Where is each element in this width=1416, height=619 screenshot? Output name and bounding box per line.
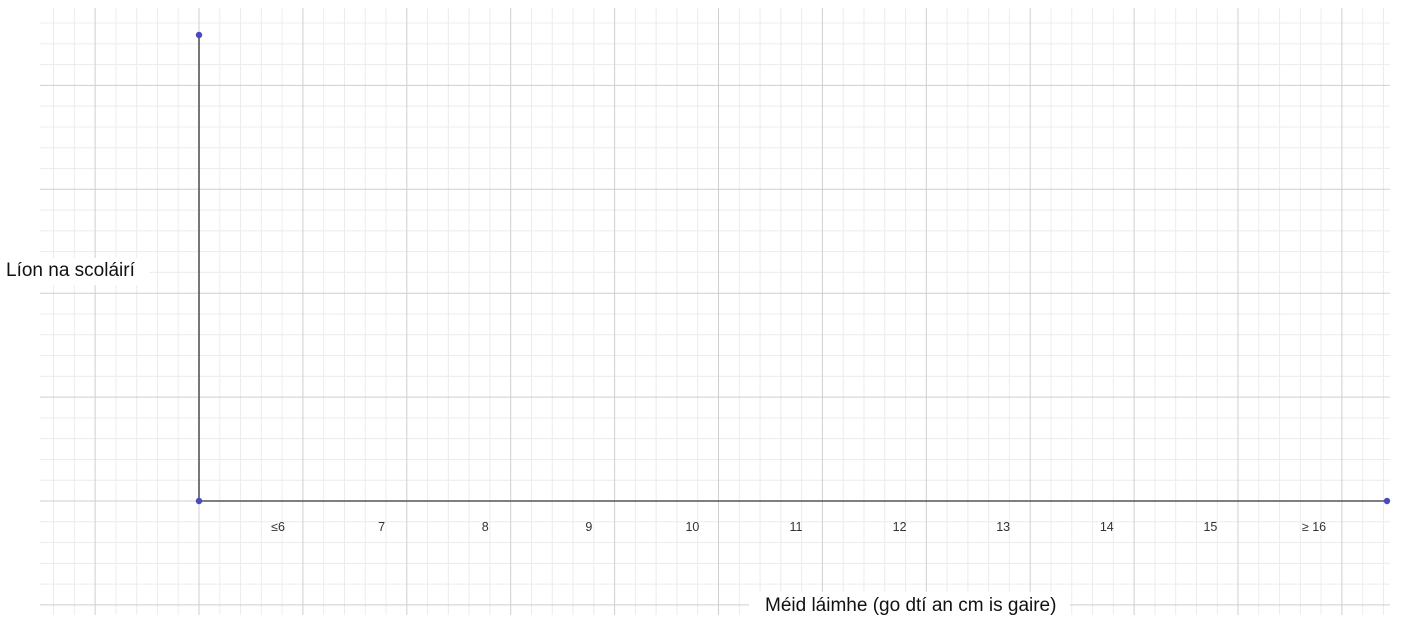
x-axis-title: Méid láimhe (go dtí an cm is gaire): [749, 592, 1071, 619]
x-tick-label: 14: [1100, 520, 1114, 534]
x-tick-label: ≤6: [271, 520, 285, 534]
x-axis-end-point: [1383, 497, 1391, 505]
x-tick-label: 10: [685, 520, 699, 534]
x-tick-label: 12: [893, 520, 907, 534]
major-grid: [40, 8, 1390, 615]
x-tick-labels: ≤6 7 8 9 10 11 12 13 14 15 ≥ 16: [271, 520, 1326, 534]
x-tick-label: 11: [790, 520, 803, 534]
x-tick-label: 9: [585, 520, 592, 534]
x-tick-label: ≥ 16: [1302, 520, 1326, 534]
x-tick-label: 13: [996, 520, 1010, 534]
y-axis-top-point: [195, 31, 203, 39]
x-tick-label: 15: [1203, 520, 1217, 534]
origin-point: [195, 497, 203, 505]
minor-grid: [40, 8, 1390, 615]
y-axis-title: Líon na scoláirí: [0, 258, 149, 285]
x-tick-label: 7: [378, 520, 385, 534]
x-tick-label: 8: [482, 520, 489, 534]
